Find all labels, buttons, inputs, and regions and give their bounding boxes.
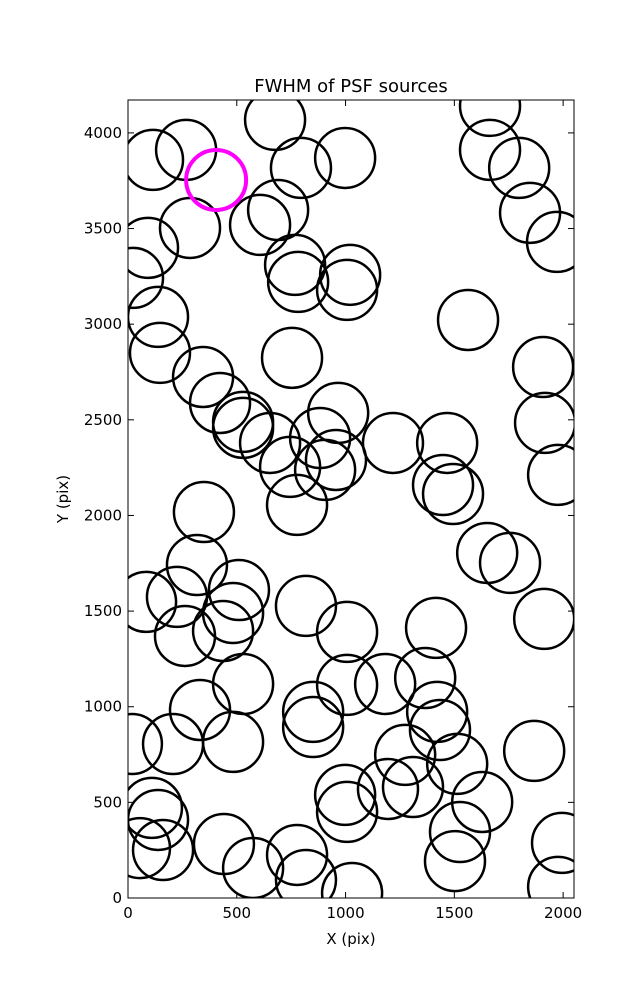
source-circle [356, 757, 420, 821]
source-circle [313, 126, 377, 190]
source-circle [525, 210, 574, 274]
source-circle [373, 723, 437, 787]
source-circle [128, 321, 192, 385]
source-circle [281, 695, 345, 759]
source-circle [320, 861, 384, 898]
y-tick-label: 1000 [84, 698, 122, 716]
source-circle [423, 829, 487, 893]
y-tick-label: 1500 [84, 602, 122, 620]
source-circle [381, 755, 445, 819]
source-circle [478, 531, 542, 595]
source-circle [318, 243, 382, 307]
source-circle [265, 473, 329, 537]
source-circle [313, 763, 377, 827]
y-tick-label: 2500 [84, 411, 122, 429]
x-axis-label: X (pix) [326, 930, 375, 948]
source-circle [404, 596, 468, 660]
y-tick-label: 4000 [84, 124, 122, 142]
source-circle [243, 100, 307, 152]
x-tick-label: 500 [222, 904, 251, 922]
plot-frame [127, 99, 575, 899]
source-circle [153, 604, 217, 668]
source-circle [128, 816, 172, 880]
source-circle [191, 599, 255, 663]
source-circle [421, 462, 485, 526]
source-circle [511, 335, 574, 399]
source-circle [165, 533, 229, 597]
source-circle [530, 811, 574, 875]
source-circle [184, 147, 249, 212]
source-circle [128, 216, 180, 280]
source-circle [458, 100, 522, 138]
source-circle [415, 411, 479, 475]
y-tick-label: 3500 [84, 220, 122, 238]
source-circle [281, 680, 345, 744]
source-circle [458, 118, 522, 182]
x-tick-label: 1500 [435, 904, 473, 922]
source-circle [238, 411, 302, 475]
source-circle [393, 646, 457, 710]
source-circle [425, 732, 489, 796]
source-circle [304, 428, 368, 492]
source-circle [315, 653, 379, 717]
y-tick-label: 500 [93, 793, 122, 811]
source-circle [263, 233, 327, 297]
source-circle [168, 678, 232, 742]
source-circle [188, 371, 252, 435]
source-circle [512, 587, 574, 651]
source-circle [269, 136, 333, 200]
source-circle [353, 652, 417, 716]
source-circle [145, 565, 209, 629]
source-circle [266, 250, 330, 314]
source-circle [128, 712, 164, 776]
source-circle [411, 453, 475, 517]
source-circle [207, 558, 271, 622]
source-circle [260, 326, 324, 390]
x-tick-label: 0 [123, 904, 133, 922]
y-tick-label: 3000 [84, 315, 122, 333]
x-tick-label: 1000 [326, 904, 364, 922]
source-circle [201, 710, 265, 774]
source-circle [265, 823, 329, 887]
source-circle [487, 136, 551, 200]
source-circle [128, 246, 165, 310]
source-circle [513, 391, 574, 455]
source-circle [128, 776, 184, 840]
chart-title: FWHM of PSF sources [254, 76, 448, 97]
source-circle [502, 719, 566, 783]
source-circle [274, 574, 338, 638]
y-tick-label: 0 [112, 889, 122, 907]
source-circle [315, 600, 379, 664]
source-circle [428, 800, 492, 864]
source-circle [128, 570, 178, 634]
source-circle [408, 698, 472, 762]
x-tick-label: 2000 [544, 904, 582, 922]
source-circle [315, 258, 379, 322]
source-circle [274, 848, 338, 898]
source-circle [361, 411, 425, 475]
y-axis-label: Y (pix) [54, 475, 72, 524]
source-circle [293, 438, 357, 502]
source-circle [228, 193, 292, 257]
source-circle [211, 652, 275, 716]
source-circle [172, 480, 236, 544]
source-circle [315, 780, 379, 844]
source-circle [131, 818, 195, 882]
source-circle [258, 435, 322, 499]
y-tick-label: 2000 [84, 506, 122, 524]
plot-area [128, 100, 574, 898]
source-circle [128, 128, 185, 192]
source-circle [526, 855, 574, 898]
source-circle [526, 443, 574, 507]
source-circle [436, 288, 500, 352]
